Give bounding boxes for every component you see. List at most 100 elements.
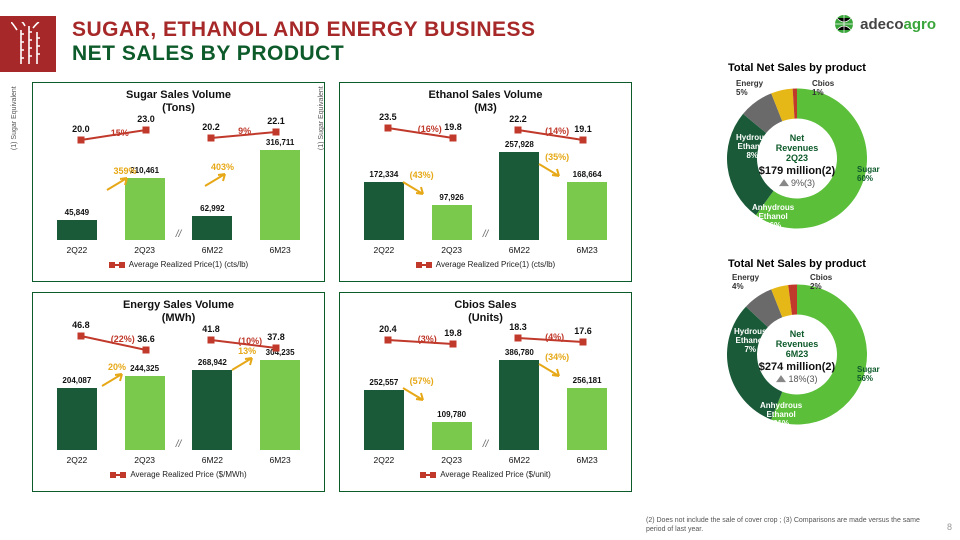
price-marker	[273, 129, 280, 136]
price-pct-label: (3%)	[418, 334, 437, 344]
price-marker	[449, 135, 456, 142]
price-marker	[142, 127, 149, 134]
volume-arrow-icon	[401, 386, 431, 406]
triangle-up-icon	[776, 375, 786, 382]
price-marker	[77, 137, 84, 144]
slice-label: Sugar56%	[857, 366, 880, 384]
donut-center-value: $274 million(2)	[749, 361, 845, 373]
y-axis-label: (1) Sugar Equivalent	[318, 86, 325, 150]
legend-marker-icon	[416, 262, 432, 268]
title-line2: NET SALES BY PRODUCT	[72, 42, 536, 66]
footnote: (2) Does not include the sale of cover c…	[646, 517, 936, 534]
company-logo: adecoagro	[834, 14, 936, 34]
donut-wrap: NetRevenues6M23 $274 million(2) 18%(3) S…	[702, 272, 892, 442]
slice-label: Energy5%	[736, 80, 763, 98]
donut-block-0: Total Net Sales by product NetRevenues2Q…	[652, 62, 942, 246]
slice-label: Cbios2%	[810, 274, 832, 292]
volume-pct-label: (43%)	[410, 170, 434, 180]
donut-center-value: $179 million(2)	[749, 165, 845, 177]
price-label: 23.5	[379, 112, 397, 122]
price-marker	[77, 333, 84, 340]
volume-pct-label: 20%	[108, 362, 126, 372]
price-pct-label: 9%	[238, 126, 251, 136]
volume-pct-label: (57%)	[410, 376, 434, 386]
legend-marker-icon	[110, 472, 126, 478]
price-label: 46.8	[72, 320, 90, 330]
logo-mark-icon	[834, 14, 854, 34]
price-label: 19.1	[574, 124, 592, 134]
slice-label: HydrousEthanol8%	[736, 134, 768, 160]
price-label: 37.8	[267, 332, 285, 342]
y-axis-label: (1) Sugar Equivalent	[11, 86, 18, 150]
bar-charts-grid: Sugar Sales Volume(Tons) 45,8492Q22210,4…	[32, 82, 632, 492]
volume-pct-label: (35%)	[545, 152, 569, 162]
chart-legend: Average Realized Price ($/MWh)	[43, 470, 314, 479]
slice-label: Energy4%	[732, 274, 759, 292]
price-label: 20.0	[72, 124, 90, 134]
chart-1: Ethanol Sales Volume(M3) 172,3342Q2297,9…	[339, 82, 632, 282]
volume-arrow-icon	[537, 162, 567, 182]
price-marker	[208, 337, 215, 344]
chart-legend: Average Realized Price ($/unit)	[350, 470, 621, 479]
chart-0: Sugar Sales Volume(Tons) 45,8492Q22210,4…	[32, 82, 325, 282]
chart-title: Cbios Sales(Units)	[350, 299, 621, 324]
price-pct-label: (16%)	[418, 124, 442, 134]
volume-arrow-icon	[203, 172, 233, 192]
sugarcane-icon	[11, 22, 45, 66]
price-marker	[449, 341, 456, 348]
donut-title: Total Net Sales by product	[652, 258, 942, 270]
price-marker	[384, 337, 391, 344]
chart-3: Cbios Sales(Units) 252,5572Q22109,7802Q2…	[339, 292, 632, 492]
price-pct-label: 15%	[111, 128, 129, 138]
triangle-up-icon	[779, 179, 789, 186]
price-label: 22.2	[509, 114, 527, 124]
chart-body: 252,5572Q22109,7802Q23386,7806M22256,181…	[350, 326, 621, 468]
price-marker	[142, 347, 149, 354]
legend-marker-icon	[109, 262, 125, 268]
price-marker	[515, 335, 522, 342]
donut-block-1: Total Net Sales by product NetRevenues6M…	[652, 258, 942, 442]
page-number: 8	[947, 522, 952, 532]
price-label: 18.3	[509, 322, 527, 332]
price-marker	[208, 135, 215, 142]
price-marker	[273, 345, 280, 352]
chart-body: 204,0872Q22244,3252Q23268,9426M22304,235…	[43, 326, 314, 468]
price-line-svg	[350, 326, 621, 468]
volume-pct-label: 13%	[238, 346, 256, 356]
price-label: 20.2	[202, 122, 220, 132]
price-label: 19.8	[444, 122, 462, 132]
price-label: 17.6	[574, 326, 592, 336]
price-label: 22.1	[267, 116, 285, 126]
chart-body: 172,3342Q2297,9262Q23257,9286M22168,6646…	[350, 116, 621, 258]
slice-label: Sugar60%	[857, 166, 880, 184]
donut-center-change: 18%(3)	[749, 374, 845, 384]
price-label: 20.4	[379, 324, 397, 334]
volume-arrow-icon	[105, 176, 135, 196]
donut-title: Total Net Sales by product	[652, 62, 942, 74]
price-marker	[580, 339, 587, 346]
chart-title: Sugar Sales Volume(Tons)	[43, 89, 314, 114]
slice-label: HydrousEthanol7%	[734, 328, 766, 354]
price-label: 19.8	[444, 328, 462, 338]
donut-center-change: 9%(3)	[749, 178, 845, 188]
volume-arrow-icon	[401, 180, 431, 200]
chart-2: Energy Sales Volume(MWh) 204,0872Q22244,…	[32, 292, 325, 492]
title-line1: SUGAR, ETHANOL AND ENERGY BUSINESS	[72, 18, 536, 42]
chart-body: 45,8492Q22210,4612Q2362,9926M22316,7116M…	[43, 116, 314, 258]
volume-pct-label: (34%)	[545, 352, 569, 362]
donut-charts-column: Total Net Sales by product NetRevenues2Q…	[652, 62, 942, 454]
price-pct-label: (4%)	[545, 332, 564, 342]
volume-arrow-icon	[537, 362, 567, 382]
price-marker	[515, 127, 522, 134]
page-title: SUGAR, ETHANOL AND ENERGY BUSINESS NET S…	[72, 18, 536, 66]
volume-pct-label: 403%	[211, 162, 234, 172]
slice-label: AnhydrousEthanol31%	[760, 402, 802, 428]
chart-title: Ethanol Sales Volume(M3)	[350, 89, 621, 114]
volume-arrow-icon	[230, 356, 260, 376]
chart-legend: Average Realized Price(1) (cts/lb)	[43, 260, 314, 269]
header-icon-box	[0, 16, 56, 72]
volume-arrow-icon	[100, 372, 130, 392]
legend-marker-icon	[420, 472, 436, 478]
price-pct-label: (14%)	[545, 126, 569, 136]
price-marker	[384, 125, 391, 132]
